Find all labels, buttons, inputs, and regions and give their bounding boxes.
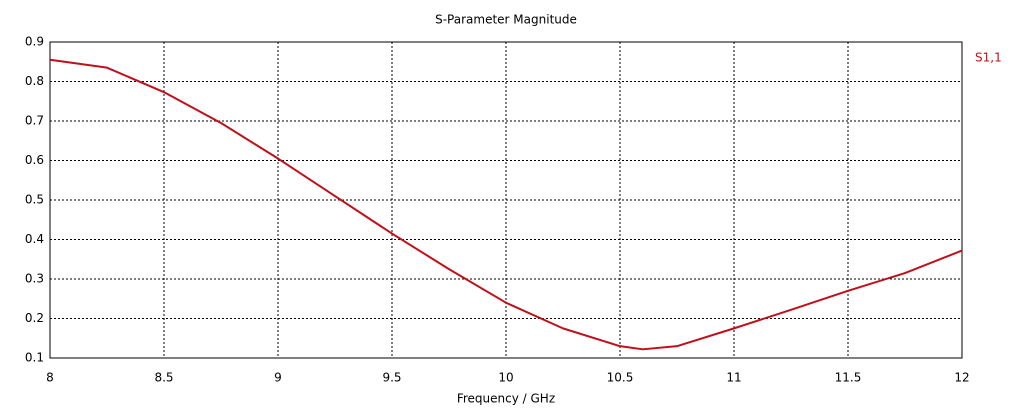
y-tick-label: 0.1 bbox=[25, 351, 44, 365]
x-tick-label: 10.5 bbox=[607, 371, 634, 385]
x-tick-label: 9 bbox=[274, 371, 282, 385]
x-tick-label: 10 bbox=[498, 371, 513, 385]
y-tick-label: 0.4 bbox=[25, 232, 44, 246]
y-tick-label: 0.7 bbox=[25, 114, 44, 128]
x-axis-label: Frequency / GHz bbox=[457, 392, 555, 406]
x-tick-label: 8 bbox=[46, 371, 54, 385]
y-tick-label: 0.2 bbox=[25, 311, 44, 325]
x-tick-label: 11.5 bbox=[835, 371, 862, 385]
y-tick-label: 0.3 bbox=[25, 272, 44, 286]
plot-frame bbox=[49, 41, 963, 359]
x-tick-label: 8.5 bbox=[154, 371, 173, 385]
y-tick-label: 0.5 bbox=[25, 193, 44, 207]
x-tick-label: 9.5 bbox=[382, 371, 401, 385]
x-tick-label: 12 bbox=[954, 371, 969, 385]
y-tick-label: 0.8 bbox=[25, 74, 44, 88]
y-tick-label: 0.6 bbox=[25, 153, 44, 167]
chart-title: S-Parameter Magnitude bbox=[435, 13, 577, 27]
x-tick-label: 11 bbox=[726, 371, 741, 385]
line bbox=[49, 58, 963, 351]
legend-label: S1,1 bbox=[975, 51, 1002, 65]
y-tick-label: 0.9 bbox=[25, 35, 44, 49]
